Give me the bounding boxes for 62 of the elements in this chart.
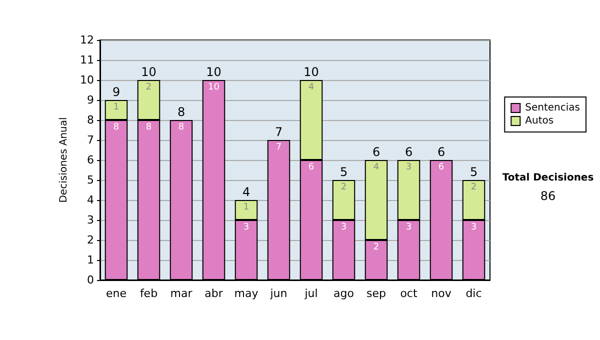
x-tick-label: sep xyxy=(366,287,386,300)
x-tick-label: nov xyxy=(431,287,452,300)
y-tick-label: 1 xyxy=(87,254,94,266)
data-label: 3 xyxy=(243,222,250,232)
x-tick-label: jun xyxy=(269,287,288,300)
x-tick-label: dic xyxy=(466,287,482,300)
data-label: 6 xyxy=(438,162,444,172)
data-label: 1 xyxy=(113,102,120,112)
x-tick-label: oct xyxy=(400,287,418,300)
total-label: 5 xyxy=(340,165,348,179)
y-tick-label: 3 xyxy=(87,214,94,226)
total-label: 9 xyxy=(112,85,120,99)
data-label: 6 xyxy=(308,162,314,172)
data-label: 8 xyxy=(178,122,184,132)
y-tick-label: 8 xyxy=(87,114,94,126)
total-label: 10 xyxy=(206,65,222,79)
data-label: 3 xyxy=(406,222,412,232)
data-label: 8 xyxy=(113,122,120,132)
x-tick-label: may xyxy=(234,287,259,300)
y-tick-label: 9 xyxy=(87,94,94,106)
data-label: 4 xyxy=(373,162,380,172)
text: 86 xyxy=(540,189,556,203)
total-label: 4 xyxy=(242,185,250,199)
y-tick-label: 6 xyxy=(87,154,94,166)
data-label: 2 xyxy=(470,182,477,192)
total-label: 10 xyxy=(141,65,156,79)
x-tick-label: jul xyxy=(304,287,318,300)
y-axis-title: Decisiones Anual xyxy=(58,117,70,203)
data-label: 4 xyxy=(308,82,314,92)
data-label: 10 xyxy=(208,82,220,92)
y-tick-label: 0 xyxy=(87,274,94,286)
data-label: 2 xyxy=(146,82,152,92)
data-label: 2 xyxy=(340,182,347,192)
legend-label: Sentencias xyxy=(525,102,580,114)
y-tick-label: 2 xyxy=(87,234,94,246)
legend-label: Autos xyxy=(525,116,554,126)
data-label: 7 xyxy=(276,142,282,152)
x-tick-label: feb xyxy=(140,287,158,300)
y-tick-label: 7 xyxy=(87,134,94,146)
data-label: 1 xyxy=(243,202,250,212)
total-label: 8 xyxy=(177,105,186,119)
total-label: 6 xyxy=(372,145,380,159)
data-label: 3 xyxy=(340,222,347,232)
x-tick-label: ago xyxy=(334,287,354,300)
x-tick-label: abr xyxy=(204,287,224,300)
total-label: 5 xyxy=(470,165,478,179)
y-tick-label: 5 xyxy=(87,174,94,186)
y-tick-label: 4 xyxy=(87,194,94,206)
data-label: 3 xyxy=(470,222,477,232)
y-tick-label: 10 xyxy=(80,74,94,86)
y-tick-label: 11 xyxy=(80,54,94,66)
data-label: 8 xyxy=(146,122,152,132)
total-label: 10 xyxy=(304,65,319,79)
data-label: 2 xyxy=(373,242,380,252)
total-label: 6 xyxy=(404,145,413,159)
y-tick-label: 12 xyxy=(80,34,94,46)
data-label: 3 xyxy=(406,162,412,172)
total-label: 7 xyxy=(274,125,283,139)
text: Total Decisiones xyxy=(502,172,594,184)
x-tick-label: mar xyxy=(170,287,193,300)
total-label: 6 xyxy=(437,145,446,159)
x-tick-label: ene xyxy=(106,287,127,300)
